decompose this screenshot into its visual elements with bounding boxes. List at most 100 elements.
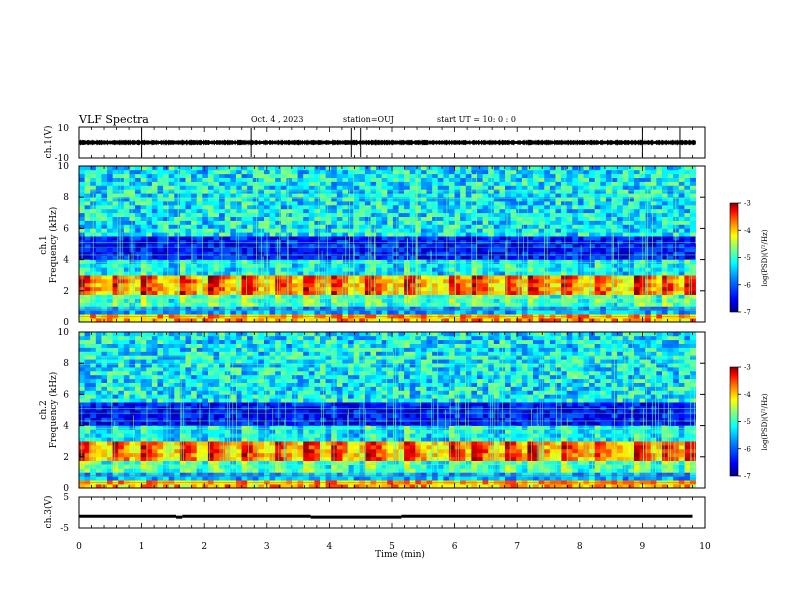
ch1-spectrogram-cell [112,263,119,268]
ch1-spectrogram-cell [112,228,119,233]
ch1-spectrogram-cell [650,290,657,295]
ch1-spectrogram-cell [667,283,674,288]
ch2-spectrogram-cell [129,351,136,356]
ch1-spectrogram-cell [168,275,175,280]
ch1-spectrogram-cell [549,185,556,190]
ch1-spectrogram-cell [549,310,556,315]
ch1-spectrogram-cell [549,208,556,214]
ch1-spectrogram-cell [353,216,360,221]
ch2-spectrogram-cell [79,382,85,387]
ch1-spectrogram-cell [611,181,618,186]
ch1-spectrogram-cell [101,302,108,307]
ch1-spectrogram-cell [297,177,304,182]
ch1-spectrogram-cell [101,177,108,182]
ch1-spectrogram-cell [555,302,562,307]
ch1-spectrogram-cell [101,267,108,272]
ch1-spectrogram-cell [320,255,326,260]
ch1-spectrogram-cell [667,181,674,186]
ch1-spectrogram-cell [370,263,377,268]
ch1-spectrogram-cell [107,193,113,198]
ch1-spectrogram-cell [308,298,315,303]
ch2-spectrogram-cell [163,417,169,422]
ch1-spectrogram-cell [432,181,439,186]
ch1-spectrogram-cell [168,286,175,292]
ch2-spectrogram-cell [101,402,108,407]
ch1-spectrogram-cell [224,208,231,214]
ch1-spectrogram-cell [84,275,91,280]
ch1-spectrogram-cell [118,216,125,221]
ch1-spectrogram-cell [482,169,489,175]
ch1-spectrogram-cell [572,290,579,295]
ch1-spectrogram-cell [661,310,668,315]
ch2-spectrogram-cell [118,449,125,454]
ch1-spectrogram-cell [123,173,130,178]
ch2-spectrogram-cell [123,378,130,383]
ch1-spectrogram-cell [314,286,321,292]
ch1-spectrogram-cell [84,189,91,194]
ch1-spectrogram-cell [561,306,567,311]
ch1-spectrogram-cell [140,208,147,214]
ch1-spectrogram-cell [381,205,388,210]
ch1-spectrogram-cell [533,228,539,233]
ch1-spectrogram-cell [185,220,192,225]
ch1-spectrogram-cell [521,185,528,190]
ch1-spectrogram-cell [258,166,265,171]
ch1-spectrogram-cell [493,236,500,241]
ch1-spectrogram-cell [314,275,321,280]
ch1-spectrogram-cell [174,236,181,241]
ch1-spectrogram-cell [196,220,203,225]
ch1-spectrogram-cell [146,255,153,260]
ch1-spectrogram-cell [633,290,640,295]
ch1-spectrogram-cell [107,286,113,292]
ch1-spectrogram-cell [168,208,175,214]
ch1-spectrogram-cell [566,306,573,311]
ch1-spectrogram-cell [432,228,439,233]
ch1-spectrogram-cell [617,236,624,241]
ch1-spectrogram-cell [555,232,562,237]
ch2-spectrogram-cell [123,374,130,380]
ch1-spectrogram-cell [667,220,674,225]
ch1-spectrogram-cell [516,232,523,237]
ch1-spectrogram-cell [510,205,517,210]
ch2-spectrogram-cell [90,351,97,356]
ch1-spectrogram-cell [476,193,483,198]
ch1-spectrogram-cell [476,189,483,194]
ch1-spectrogram-cell [454,290,461,295]
ch1-spectrogram-cell [140,197,147,202]
ch1-spectrogram-cell [157,310,164,315]
ch1-spectrogram-cell [230,166,237,171]
ch1-spectrogram-cell [549,220,556,225]
ch1-spectrogram-cell [387,275,394,280]
ch1-spectrogram-cell [454,181,461,186]
ch1-spectrogram-cell [622,228,629,233]
ch1-spectrogram-cell [656,294,663,299]
ch1-spectrogram-cell [140,283,147,288]
ch1-spectrogram-cell [572,173,579,178]
ch1-spectrogram-cell [426,267,433,272]
ch1-spectrogram-cell [280,306,287,311]
ch1-spectrogram-cell [314,263,321,268]
ch1-spectrogram-cell [359,318,366,323]
ch1-spectrogram-cell [303,212,310,217]
ch1-spectrogram-cell [230,228,237,233]
ch1-spectrogram-cell [437,224,444,229]
ch1-spectrogram-cell [297,259,304,264]
ch1-spectrogram-cell [275,244,282,249]
ch2-spectrogram-cell [90,374,97,380]
ch1-spectrogram-cell [376,306,382,311]
ch2-spectrogram-cell [118,472,125,477]
ch1-spectrogram-cell [381,177,388,182]
ch1-spectrogram-cell [90,181,97,186]
ch2-spectrogram-cell [163,476,169,481]
ch1-spectrogram-cell [320,216,326,221]
ch1-spectrogram-cell [359,197,366,202]
ch1-spectrogram-cell [107,247,113,253]
ch2-spectrogram-cell [118,468,125,473]
ch1-spectrogram-cell [370,173,377,178]
ch2-spectrogram-cell [79,351,85,356]
ch1-spectrogram-cell [381,181,388,186]
ch1-spectrogram-cell [566,263,573,268]
ch1-spectrogram-cell [191,318,198,323]
ch1-spectrogram-cell [135,201,141,206]
ch1-spectrogram-cell [336,208,343,214]
